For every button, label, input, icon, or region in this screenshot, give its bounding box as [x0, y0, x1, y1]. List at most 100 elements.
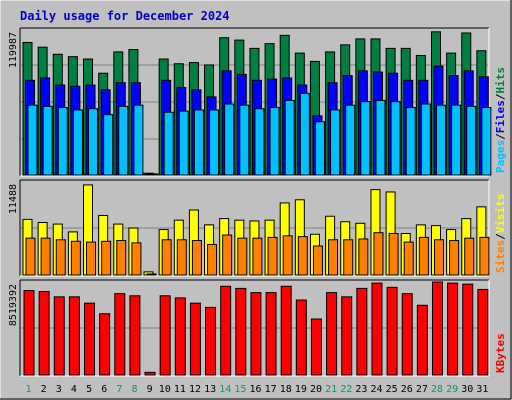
- bar-kbytes-day-24: [371, 282, 383, 376]
- bar-sites-day-5: [86, 241, 97, 276]
- x-tick-label-18: 18: [280, 384, 292, 395]
- bar-kbytes-day-1: [23, 289, 35, 376]
- bar-kbytes-day-28: [431, 281, 443, 376]
- x-tick-label-13: 13: [204, 384, 216, 395]
- bar-kbytes-day-15: [235, 287, 247, 376]
- panel-max-label: 8519392: [8, 284, 19, 326]
- bar-pages-day-14: [224, 103, 235, 176]
- bar-sites-day-18: [282, 235, 293, 276]
- bar-sites-day-11: [176, 239, 187, 276]
- bar-sites-day-3: [55, 239, 66, 276]
- bar-kbytes-day-29: [447, 282, 459, 376]
- x-tick-label-30: 30: [461, 384, 473, 395]
- bar-pages-day-26: [405, 107, 416, 176]
- bar-pages-day-23: [360, 101, 371, 176]
- x-tick-label-26: 26: [401, 384, 413, 395]
- bar-sites-day-16: [252, 237, 263, 276]
- x-tick-label-15: 15: [234, 384, 246, 395]
- x-tick-label-6: 6: [101, 384, 107, 395]
- bar-kbytes-day-14: [220, 285, 232, 376]
- panel-max-label: 119987: [8, 32, 19, 68]
- bar-kbytes-day-16: [250, 292, 262, 376]
- x-tick-label-24: 24: [371, 384, 383, 395]
- x-tick-label-23: 23: [355, 384, 367, 395]
- bar-kbytes-day-13: [205, 306, 217, 376]
- bar-sites-day-21: [328, 239, 339, 276]
- x-tick-label-17: 17: [265, 384, 277, 395]
- x-tick-label-22: 22: [340, 384, 352, 395]
- chart-panels: 119987Pages/Files/Hits11488Sites/Visits8…: [8, 27, 507, 377]
- bar-pages-day-1: [27, 104, 38, 176]
- bar-sites-day-19: [297, 236, 308, 276]
- x-tick-label-28: 28: [431, 384, 443, 395]
- bar-kbytes-day-20: [310, 318, 322, 376]
- bar-kbytes-day-3: [53, 296, 65, 376]
- bar-sites-day-30: [464, 237, 475, 276]
- bar-sites-day-15: [237, 237, 248, 276]
- bar-kbytes-day-6: [99, 313, 111, 376]
- bar-kbytes-day-21: [326, 292, 338, 376]
- bar-pages-day-29: [451, 104, 462, 176]
- bar-pages-day-7: [118, 105, 129, 176]
- bar-pages-day-22: [345, 104, 356, 176]
- bar-pages-day-15: [239, 104, 250, 176]
- bar-kbytes-day-22: [341, 296, 353, 376]
- bar-sites-day-13: [207, 243, 218, 276]
- bar-sites-day-14: [222, 234, 233, 276]
- panel-legend: KBytes: [494, 333, 507, 373]
- bar-pages-day-24: [375, 99, 386, 176]
- bar-kbytes-day-31: [477, 288, 489, 376]
- bar-pages-day-13: [209, 109, 220, 176]
- x-tick-label-16: 16: [249, 384, 261, 395]
- bar-kbytes-day-4: [68, 296, 80, 376]
- bar-sites-day-4: [70, 240, 81, 276]
- panel-legend: Sites/Visits: [494, 194, 507, 274]
- x-axis-tick-labels: 1 2 3 4 5 6 7 8 9 10 11 12 13 14 15 16 17 18 19 20 21 22 23 24 2…: [26, 384, 489, 395]
- x-tick-label-2: 2: [41, 384, 47, 395]
- x-tick-label-14: 14: [219, 384, 231, 395]
- bar-kbytes-day-18: [280, 285, 292, 376]
- bar-pages-day-2: [42, 105, 53, 176]
- bar-sites-day-8: [131, 242, 142, 276]
- bar-pages-day-19: [299, 92, 310, 176]
- bar-sites-day-24: [373, 232, 384, 276]
- bar-kbytes-day-19: [295, 299, 307, 376]
- bar-sites-day-1: [25, 237, 36, 276]
- bar-sites-day-10: [161, 239, 172, 276]
- x-tick-label-27: 27: [416, 384, 428, 395]
- bar-pages-day-10: [163, 111, 174, 176]
- legend-entry: /: [494, 233, 507, 240]
- bar-pages-day-5: [88, 108, 99, 176]
- bar-sites-day-12: [191, 240, 202, 276]
- legend-entry: Pages: [494, 140, 507, 173]
- bar-sites-day-27: [418, 236, 429, 276]
- bar-pages-day-6: [103, 114, 114, 176]
- bar-sites-day-29: [449, 240, 460, 276]
- bar-sites-day-31: [479, 236, 490, 276]
- chart-title: Daily usage for December 2024: [20, 9, 230, 23]
- bar-pages-day-27: [420, 103, 431, 176]
- bar-sites-day-6: [101, 240, 112, 276]
- bar-pages-day-4: [72, 109, 83, 176]
- bar-pages-day-21: [330, 109, 341, 176]
- x-tick-label-12: 12: [189, 384, 201, 395]
- legend-entry: Files: [494, 100, 507, 133]
- legend-entry: /: [494, 133, 507, 140]
- bar-kbytes-day-10: [159, 295, 171, 376]
- legend-entry: KBytes: [494, 333, 507, 373]
- bar-pages-day-28: [435, 104, 446, 176]
- x-tick-label-11: 11: [174, 384, 186, 395]
- x-tick-label-19: 19: [295, 384, 307, 395]
- x-tick-label-4: 4: [71, 384, 77, 395]
- bar-pages-day-18: [284, 99, 295, 176]
- bar-kbytes-day-12: [189, 302, 201, 376]
- bar-sites-day-25: [388, 232, 399, 276]
- x-tick-label-9: 9: [147, 384, 153, 395]
- bar-sites-day-2: [40, 237, 51, 276]
- x-tick-label-3: 3: [56, 384, 62, 395]
- bar-kbytes-day-17: [265, 292, 277, 376]
- bar-sites-day-9: [146, 273, 157, 276]
- bar-pages-day-20: [314, 121, 325, 176]
